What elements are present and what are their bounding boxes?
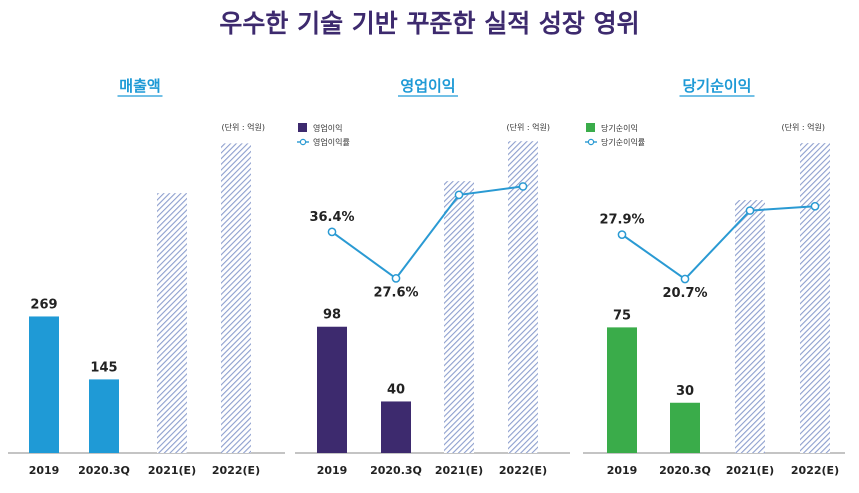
legend-bar-swatch: [298, 123, 307, 132]
x-tick-label: 2022(E): [791, 464, 839, 477]
margin-point: [617, 230, 627, 239]
margin-line: [331, 185, 524, 280]
legend-entry: 영업이익: [313, 123, 342, 133]
x-tick-label: 2021(E): [148, 464, 196, 477]
x-tick-label: 2022(E): [499, 464, 547, 477]
legend-entry: 영업이익률: [313, 137, 350, 147]
x-tick-label: 2019: [29, 464, 60, 477]
legend-bar-swatch: [586, 123, 595, 132]
margin-point: [518, 182, 528, 191]
bar-2021(E): [735, 200, 765, 453]
bar-2020.3Q: [89, 379, 119, 453]
bar-value-label: 98: [323, 308, 341, 323]
x-tick-label: 2019: [317, 464, 348, 477]
legend-line-marker: [587, 138, 595, 146]
legend-line-marker: [299, 138, 307, 146]
x-tick-label: 2019: [607, 464, 638, 477]
bar-2022(E): [221, 143, 251, 453]
margin-point: [454, 190, 464, 200]
bar-2020.3Q: [381, 401, 411, 453]
bar-value-label: 75: [613, 308, 631, 323]
panel-title: 당기순이익: [682, 77, 751, 95]
margin-value-label: 36.4%: [309, 210, 354, 225]
bar-2022(E): [508, 141, 538, 453]
legend-entry: 당기순이익: [601, 123, 638, 133]
x-tick-label: 2020.3Q: [78, 464, 130, 477]
x-tick-label: 2021(E): [726, 464, 774, 477]
bar-value-label: 269: [30, 297, 57, 312]
margin-point: [810, 201, 820, 211]
margin-value-label: 27.6%: [373, 285, 418, 300]
margin-value-label: 20.7%: [662, 286, 707, 301]
x-tick-label: 2021(E): [435, 464, 483, 477]
margin-point: [745, 206, 755, 215]
bar-2019: [607, 327, 637, 453]
bar-2021(E): [444, 181, 474, 453]
unit-label: (단위 : 억원): [222, 122, 265, 132]
bar-2019: [317, 326, 347, 453]
legend-entry: 당기순이익률: [601, 137, 645, 147]
x-tick-label: 2022(E): [212, 464, 260, 477]
bar-2019: [29, 316, 59, 453]
bar-2021(E): [157, 193, 187, 453]
bar-2020.3Q: [670, 402, 700, 453]
bar-value-label: 30: [676, 384, 694, 399]
x-tick-label: 2020.3Q: [370, 464, 422, 477]
unit-label: (단위 : 억원): [782, 122, 825, 132]
margin-value-label: 27.9%: [599, 213, 644, 228]
panel-title: 영업이익: [400, 77, 455, 95]
margin-point: [327, 227, 337, 237]
bar-value-label: 40: [387, 382, 405, 397]
page-title: 우수한 기술 기반 꾸준한 실적 성장 영위: [219, 9, 640, 38]
margin-point: [680, 274, 690, 284]
unit-label: (단위 : 억원): [507, 122, 550, 132]
margin-line: [621, 205, 816, 281]
chart-panel-1: 매출액 (단위 : 억원) 269 145 2019 2020.3Q 2021(E) 2022…: [8, 77, 285, 477]
x-tick-label: 2020.3Q: [659, 464, 711, 477]
bar-2022(E): [800, 143, 830, 453]
bar-value-label: 145: [90, 360, 117, 375]
panel-title: 매출액: [119, 77, 160, 95]
margin-point: [391, 274, 401, 283]
